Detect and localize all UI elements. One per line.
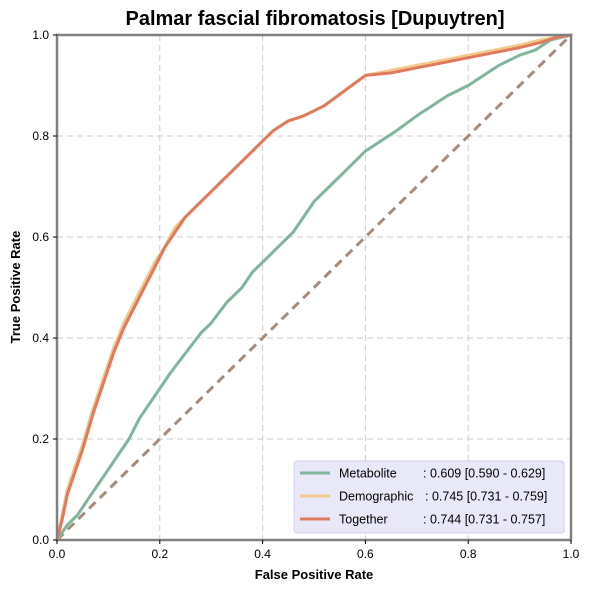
x-tick-label: 0.2 <box>151 547 168 561</box>
legend-box <box>293 460 565 534</box>
legend-name-metabolite: Metabolite <box>339 467 397 481</box>
chart-title: Palmar fascial fibromatosis [Dupuytren] <box>126 8 505 30</box>
y-tick-label: 0.0 <box>32 533 49 547</box>
y-axis-ticks: 0.0 0.2 0.4 0.6 0.8 1.0 <box>32 28 57 547</box>
grid <box>57 35 571 540</box>
y-tick-label: 0.8 <box>32 129 49 143</box>
y-tick-label: 1.0 <box>32 28 49 42</box>
x-tick-label: 0.0 <box>49 547 66 561</box>
series-layer <box>55 33 573 542</box>
plot-frame <box>55 33 573 542</box>
x-tick-label: 0.6 <box>357 547 374 561</box>
series-line-metabolite <box>55 33 573 542</box>
legend-name-demographic: Demographic <box>339 490 413 504</box>
legend-value-together: : 0.744 [0.731 - 0.757] <box>423 513 545 527</box>
x-axis-ticks: 0.0 0.2 0.4 0.6 0.8 1.0 <box>49 540 580 561</box>
x-axis-label: False Positive Rate <box>255 567 374 582</box>
y-tick-label: 0.6 <box>32 230 49 244</box>
legend-value-metabolite: : 0.609 [0.590 - 0.629] <box>423 467 545 481</box>
series-line-together <box>55 33 573 542</box>
x-tick-label: 0.4 <box>254 547 271 561</box>
reference-diagonal-layer <box>55 33 573 542</box>
legend: Metabolite : 0.609 [0.590 - 0.629] Demogra… <box>293 460 565 534</box>
x-tick-label: 1.0 <box>563 547 580 561</box>
y-tick-label: 0.2 <box>32 432 49 446</box>
y-axis-label: True Positive Rate <box>8 231 23 344</box>
legend-name-together: Together <box>339 513 388 527</box>
y-tick-label: 0.4 <box>32 331 49 345</box>
reference-diagonal-line <box>55 33 573 542</box>
legend-value-demographic: : 0.745 [0.731 - 0.759] <box>425 490 547 504</box>
x-tick-label: 0.8 <box>460 547 477 561</box>
